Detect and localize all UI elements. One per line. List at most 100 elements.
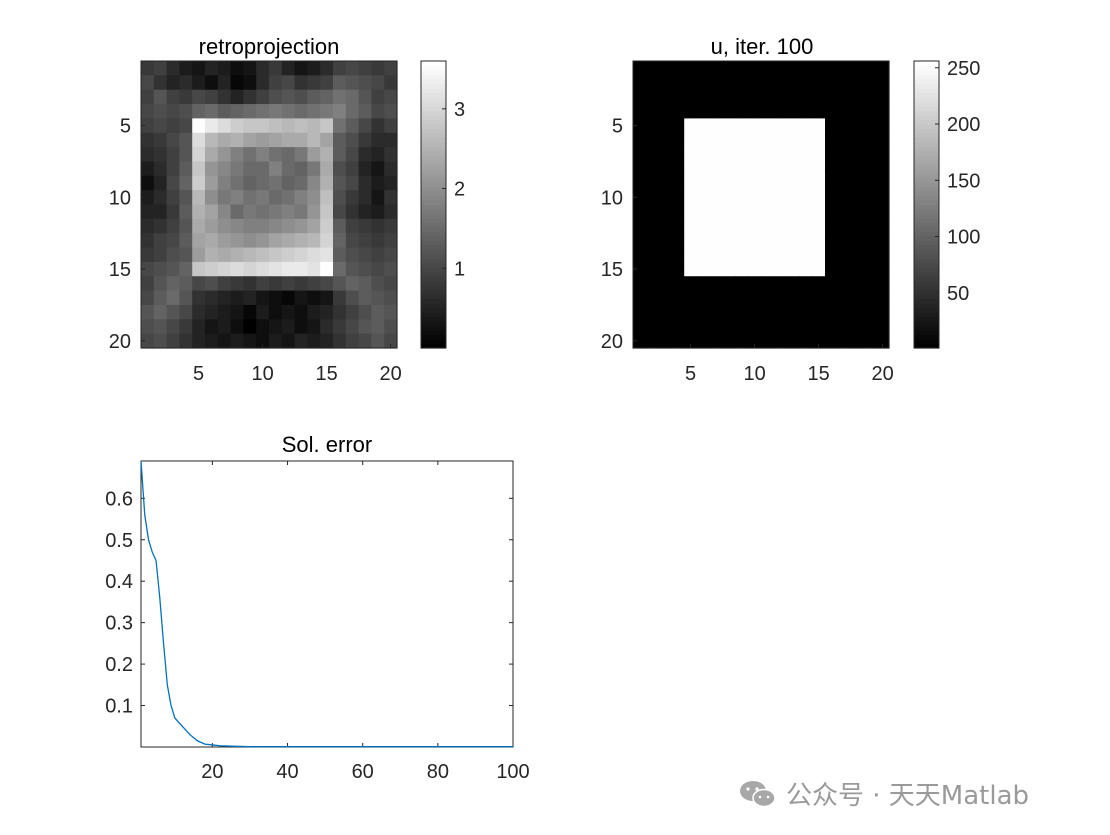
image-cell bbox=[345, 233, 360, 249]
x-tick-label: 100 bbox=[496, 761, 529, 783]
x-tick-label: 20 bbox=[379, 363, 401, 385]
image-cell bbox=[179, 161, 193, 177]
image-cell bbox=[722, 333, 736, 349]
colorbar-segment bbox=[914, 69, 939, 76]
image-cell bbox=[786, 218, 800, 234]
image-cell bbox=[709, 333, 724, 349]
image-cell bbox=[230, 319, 244, 335]
x-tick-label: 40 bbox=[276, 761, 298, 783]
image-cell bbox=[748, 218, 762, 234]
y-tick-label: 15 bbox=[601, 259, 623, 281]
colorbar-segment bbox=[914, 65, 939, 71]
image-cell bbox=[735, 190, 749, 206]
image-cell bbox=[709, 276, 724, 292]
image-cell bbox=[876, 161, 890, 177]
image-cell bbox=[812, 89, 826, 105]
image-cell bbox=[371, 61, 385, 76]
image-cell bbox=[850, 276, 864, 292]
image-cell bbox=[371, 261, 385, 277]
image-cell bbox=[345, 175, 360, 191]
image-cell bbox=[320, 89, 334, 105]
image-cell bbox=[281, 276, 296, 292]
colorbar-segment bbox=[914, 87, 939, 93]
image-cell bbox=[837, 147, 852, 163]
image-cell bbox=[633, 104, 647, 119]
image-cell bbox=[141, 333, 155, 349]
image-cell bbox=[876, 290, 890, 306]
image-cell bbox=[166, 233, 180, 249]
image-cell bbox=[761, 247, 775, 263]
image-cell bbox=[825, 233, 839, 249]
colorbar-segment bbox=[914, 222, 939, 228]
image-cell bbox=[384, 75, 398, 91]
image-cell bbox=[281, 261, 296, 277]
image-cell bbox=[735, 304, 749, 320]
image-cell bbox=[697, 175, 711, 191]
image-cell bbox=[658, 190, 672, 206]
image-cell bbox=[333, 132, 347, 148]
image-cell bbox=[837, 276, 852, 292]
image-cell bbox=[358, 75, 372, 91]
colorbar-segment bbox=[421, 155, 446, 161]
image-cell bbox=[722, 290, 736, 306]
image-cell bbox=[141, 233, 155, 249]
image-cell bbox=[294, 218, 308, 234]
image-cell bbox=[153, 290, 168, 306]
image-cell bbox=[179, 175, 193, 191]
colorbar-segment bbox=[914, 78, 939, 85]
image-cell bbox=[371, 175, 385, 191]
image-cell bbox=[179, 89, 193, 105]
image-cell bbox=[812, 118, 826, 134]
image-cell bbox=[671, 175, 685, 191]
colorbar-segment bbox=[421, 321, 446, 327]
image-cell bbox=[786, 319, 800, 335]
image-cell bbox=[671, 104, 685, 119]
image-cell bbox=[307, 104, 321, 119]
image-cell bbox=[307, 276, 321, 292]
image-cell bbox=[281, 319, 296, 335]
image-cell bbox=[205, 175, 219, 191]
colorbar-segment bbox=[421, 168, 446, 174]
image-cell bbox=[735, 161, 749, 177]
y-tick-label: 15 bbox=[109, 259, 131, 281]
colorbar-segment bbox=[914, 303, 939, 309]
image-cell bbox=[384, 276, 398, 292]
image-cell bbox=[141, 290, 155, 306]
image-cell bbox=[748, 161, 762, 177]
image-cell bbox=[333, 333, 347, 349]
image-cell bbox=[243, 175, 257, 191]
y-tick-label: 10 bbox=[601, 187, 623, 209]
image-cell bbox=[281, 161, 296, 177]
colorbar-tick-label: 1 bbox=[454, 258, 465, 280]
image-cell bbox=[371, 247, 385, 263]
image-cell bbox=[671, 204, 685, 220]
image-cell bbox=[773, 204, 788, 220]
image-cell bbox=[863, 161, 877, 177]
image-cell bbox=[205, 319, 219, 335]
colorbar-segment bbox=[914, 339, 939, 345]
image-cell bbox=[786, 261, 800, 277]
image-cell bbox=[166, 161, 180, 177]
image-cell bbox=[773, 190, 788, 206]
colorbar-segment bbox=[914, 249, 939, 255]
image-cell bbox=[153, 304, 168, 320]
image-cell bbox=[850, 147, 864, 163]
image-cell bbox=[773, 75, 788, 91]
retroprojection-axes-box bbox=[140, 60, 398, 349]
image-cell bbox=[748, 290, 762, 306]
image-cell bbox=[333, 89, 347, 105]
colorbar-segment bbox=[914, 110, 939, 116]
image-cell bbox=[633, 118, 647, 134]
image-cell bbox=[192, 304, 206, 320]
image-cell bbox=[709, 304, 724, 320]
image-cell bbox=[384, 333, 398, 349]
image-cell bbox=[786, 175, 800, 191]
image-cell bbox=[671, 333, 685, 349]
image-cell bbox=[345, 204, 360, 220]
image-cell bbox=[761, 319, 775, 335]
image-cell bbox=[748, 304, 762, 320]
image-cell bbox=[179, 261, 193, 277]
image-cell bbox=[153, 175, 168, 191]
image-cell bbox=[269, 161, 283, 177]
image-cell bbox=[320, 75, 334, 91]
